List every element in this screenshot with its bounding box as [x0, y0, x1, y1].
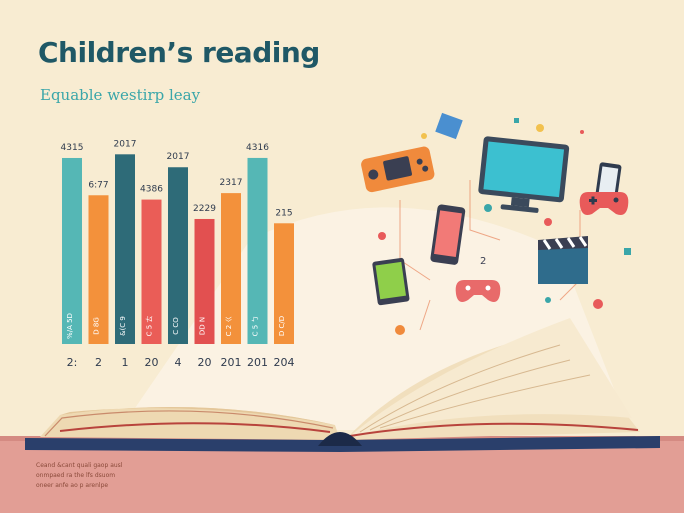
- floating-number: 2: [480, 256, 486, 267]
- bar-2: [115, 154, 135, 344]
- x-tick-label: 4: [175, 356, 182, 369]
- bar-value-label: 215: [275, 208, 292, 218]
- bar-inner-label: DD N: [199, 317, 207, 335]
- clapperboard-icon: [538, 236, 588, 284]
- footer-caption-line: onmpaed ra the lfs dsuom: [36, 472, 116, 479]
- page-subtitle: Equable westirp leay: [40, 86, 201, 104]
- x-tick-label: 20: [198, 356, 212, 369]
- bar-value-label: 2017: [167, 152, 190, 162]
- x-tick-label: 2:: [67, 356, 78, 369]
- page-title: Children’s reading: [38, 36, 320, 69]
- handheld-console-icon: [361, 146, 435, 193]
- footer-caption-line: Ceand &cant quali gaop ausl: [36, 462, 123, 469]
- bar-inner-label: D C/D: [278, 316, 286, 336]
- x-tick-label: 204: [274, 356, 295, 369]
- bar-4: [168, 167, 188, 344]
- bar-inner-label: &(C 9: [119, 316, 127, 336]
- bar-value-label: 2317: [220, 178, 243, 188]
- smartphone-icon: [595, 162, 622, 201]
- footer-caption-line: oneer anfe ao p arenlpe: [36, 482, 109, 489]
- x-tick-label: 201: [247, 356, 268, 369]
- bar-8: [274, 223, 294, 344]
- smartphone-icon: [430, 204, 466, 265]
- x-tick-label: 201: [221, 356, 242, 369]
- gamepad-icon: [579, 192, 629, 215]
- bar-value-label: 4316: [246, 143, 269, 153]
- x-tick-label: 20: [145, 356, 159, 369]
- bar-inner-label: C 5 ㄊ: [145, 316, 154, 337]
- bar-value-label: 2229: [193, 204, 216, 214]
- bar-value-label: 4315: [61, 143, 84, 153]
- controller-icon: [455, 280, 501, 302]
- x-tick-label: 2: [95, 356, 102, 369]
- bar-inner-label: C 5 ㄅ: [252, 316, 260, 337]
- bar-6: [221, 193, 241, 344]
- bar-7: [247, 157, 268, 344]
- bar-3: [141, 199, 162, 344]
- bar-inner-label: C 2 ㄍ: [225, 316, 233, 337]
- bar-value-label: 6:77: [88, 180, 108, 190]
- bar-0: [62, 157, 82, 344]
- bar-5: [194, 218, 215, 344]
- bar-inner-label: %/A 5D: [66, 313, 74, 339]
- bar-value-label: 2017: [114, 139, 137, 149]
- confetti: [378, 118, 631, 335]
- cube-icon: [435, 112, 463, 140]
- tablet-icon: [372, 257, 410, 306]
- monitor-icon: [478, 136, 570, 213]
- bar-value-label: 4386: [140, 185, 163, 195]
- book-spine: [318, 432, 362, 446]
- bar-inner-label: C CO: [172, 317, 180, 335]
- x-tick-label: 1: [122, 356, 129, 369]
- bar-inner-label: D 8G: [93, 317, 101, 335]
- bar-1: [88, 195, 109, 344]
